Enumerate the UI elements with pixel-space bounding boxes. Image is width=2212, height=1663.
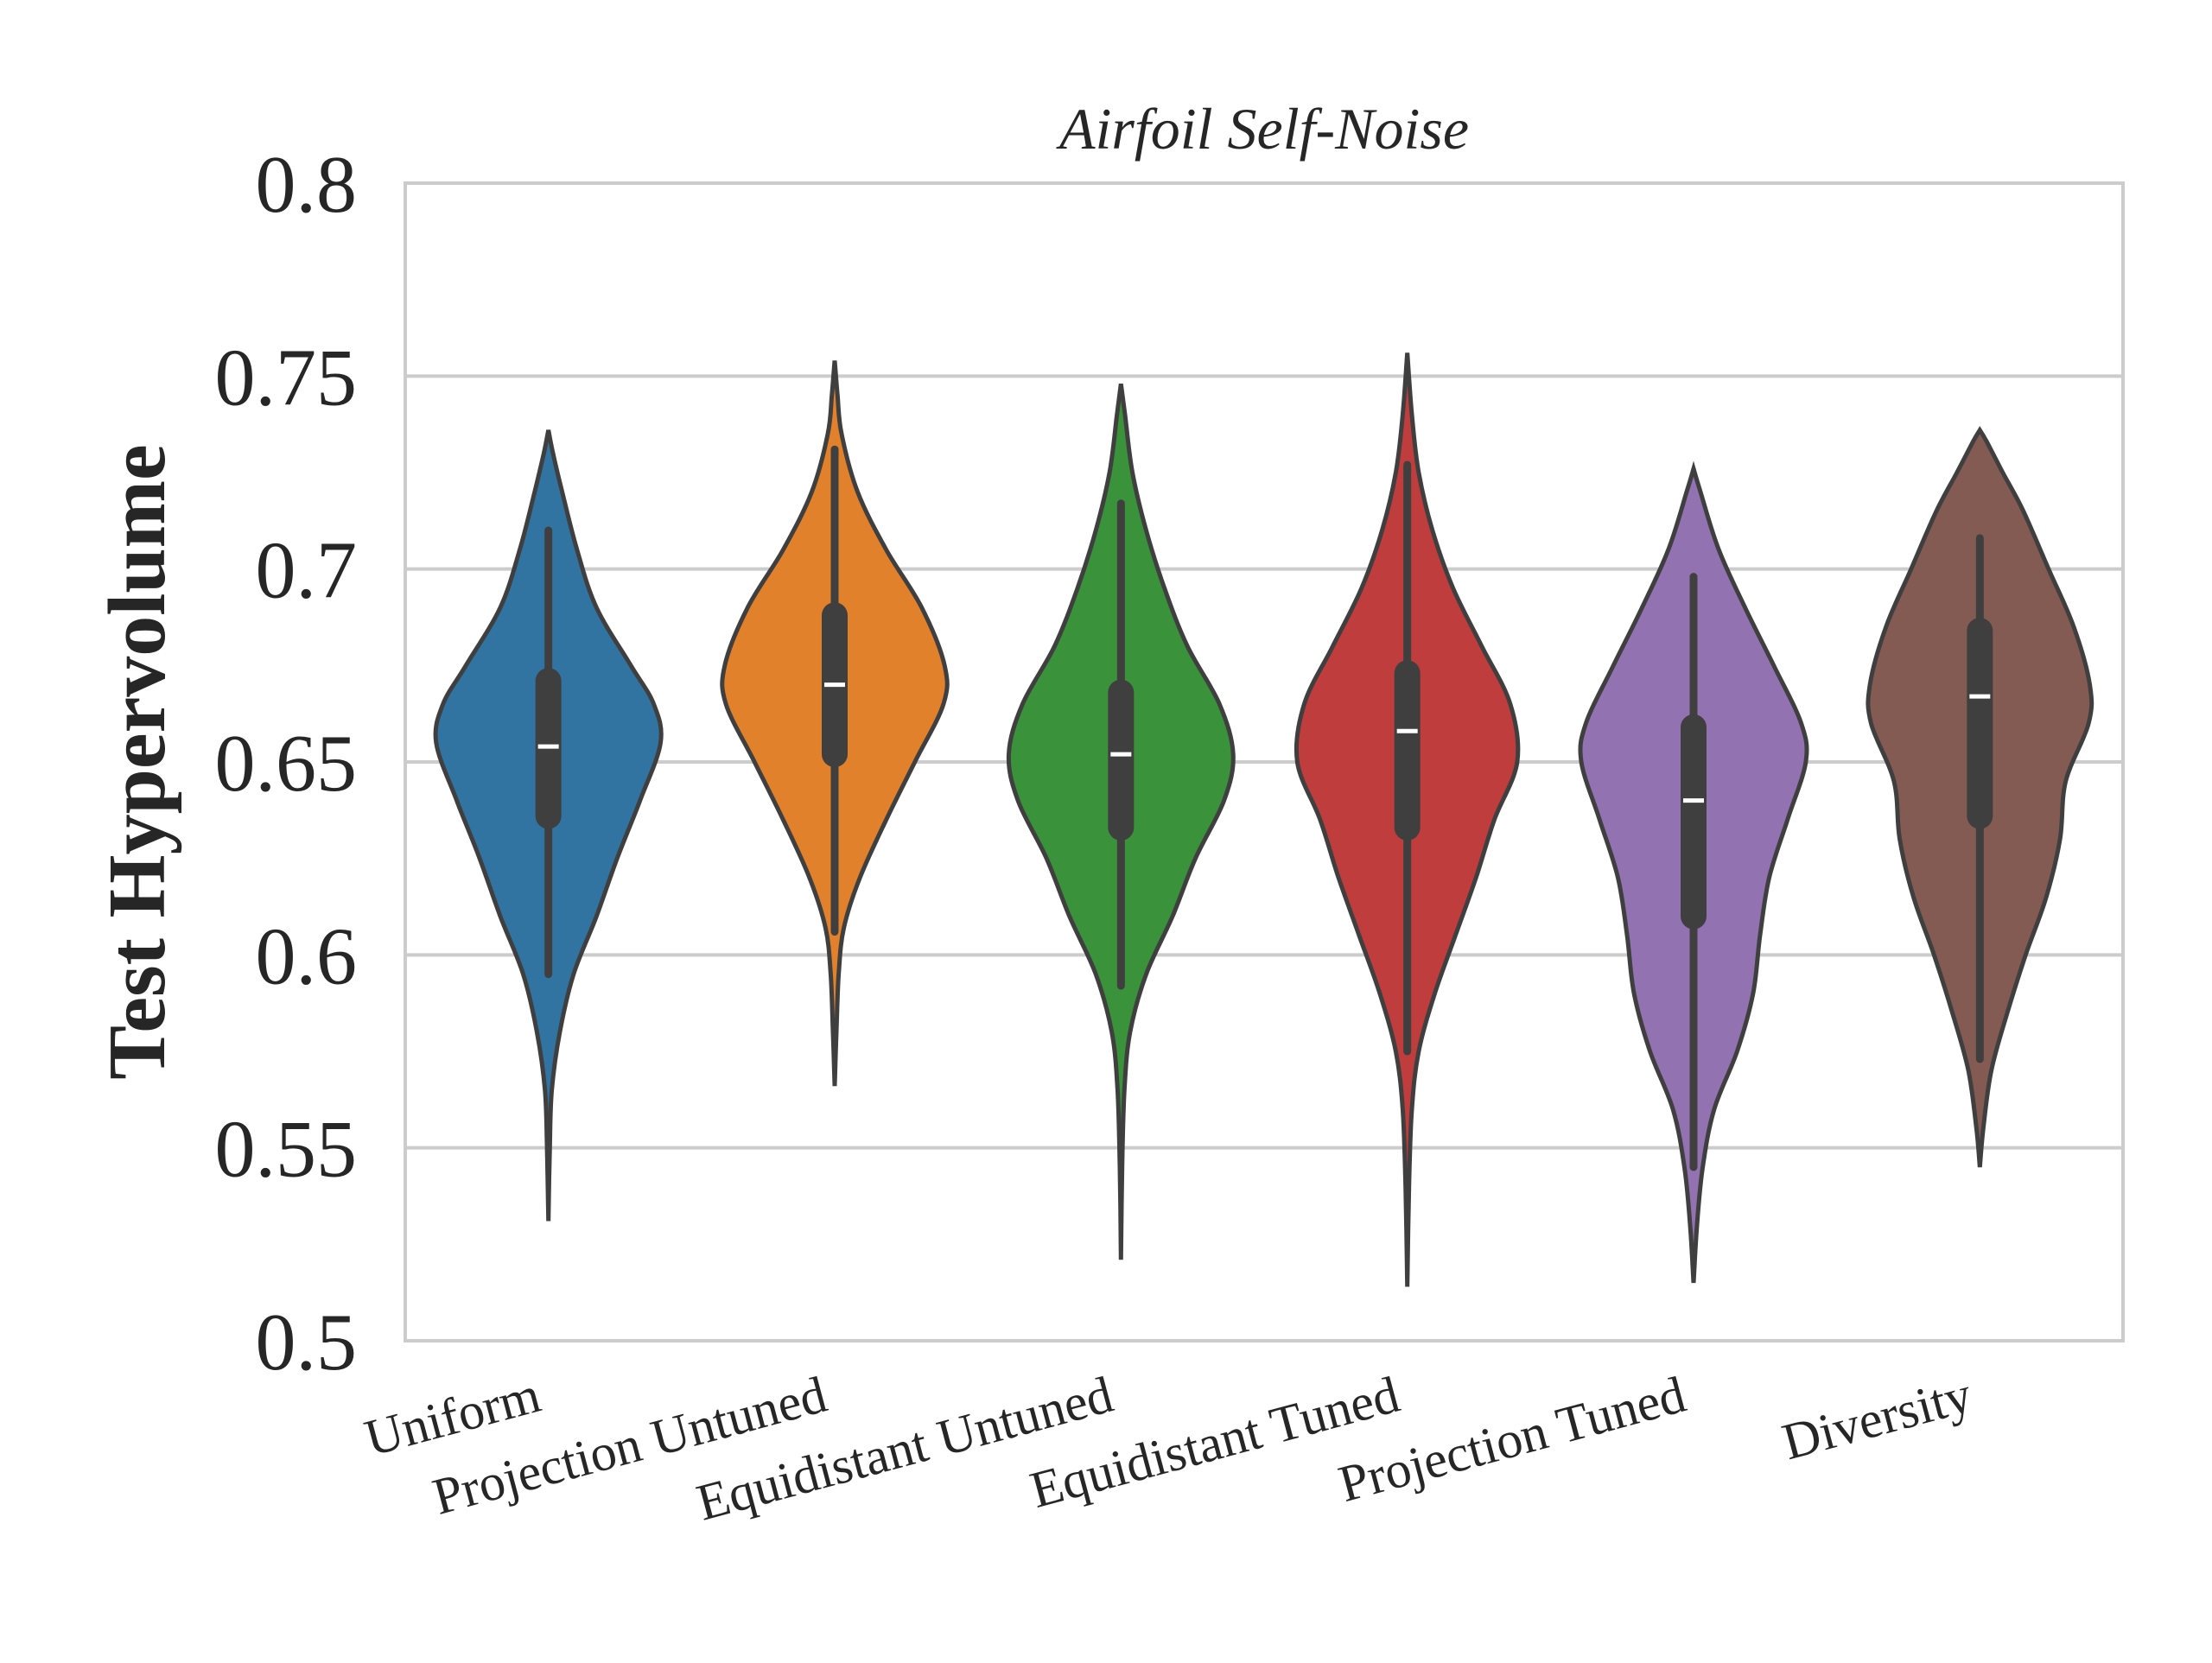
violin-projection-untuned bbox=[720, 360, 950, 1087]
y-axis-label: Test Hypervolume bbox=[92, 444, 182, 1079]
y-tick-labels: 0.5 0.55 0.6 0.65 0.7 0.75 0.8 bbox=[215, 140, 358, 1387]
y-tick-label: 0.8 bbox=[256, 140, 358, 230]
violin-equidistant-untuned bbox=[1006, 383, 1236, 1260]
violin-diversity bbox=[1866, 426, 2094, 1168]
y-tick-label: 0.55 bbox=[215, 1105, 358, 1195]
violins bbox=[433, 352, 2094, 1287]
y-tick-label: 0.6 bbox=[256, 911, 358, 1001]
plot-frame bbox=[404, 181, 2125, 1342]
grid-lines bbox=[405, 181, 2123, 1342]
violin-equidistant-tuned bbox=[1294, 352, 1521, 1287]
y-tick-label: 0.7 bbox=[256, 526, 358, 616]
y-tick-label: 0.75 bbox=[215, 333, 358, 422]
chart-title: Airfoil Self-Noise bbox=[1056, 96, 1469, 162]
violin-projection-tuned bbox=[1578, 460, 1809, 1284]
y-tick-label: 0.65 bbox=[215, 719, 358, 809]
violin-uniform bbox=[433, 429, 664, 1222]
y-tick-label: 0.5 bbox=[256, 1298, 358, 1387]
x-tick-label: Diversity bbox=[1777, 1366, 1978, 1471]
